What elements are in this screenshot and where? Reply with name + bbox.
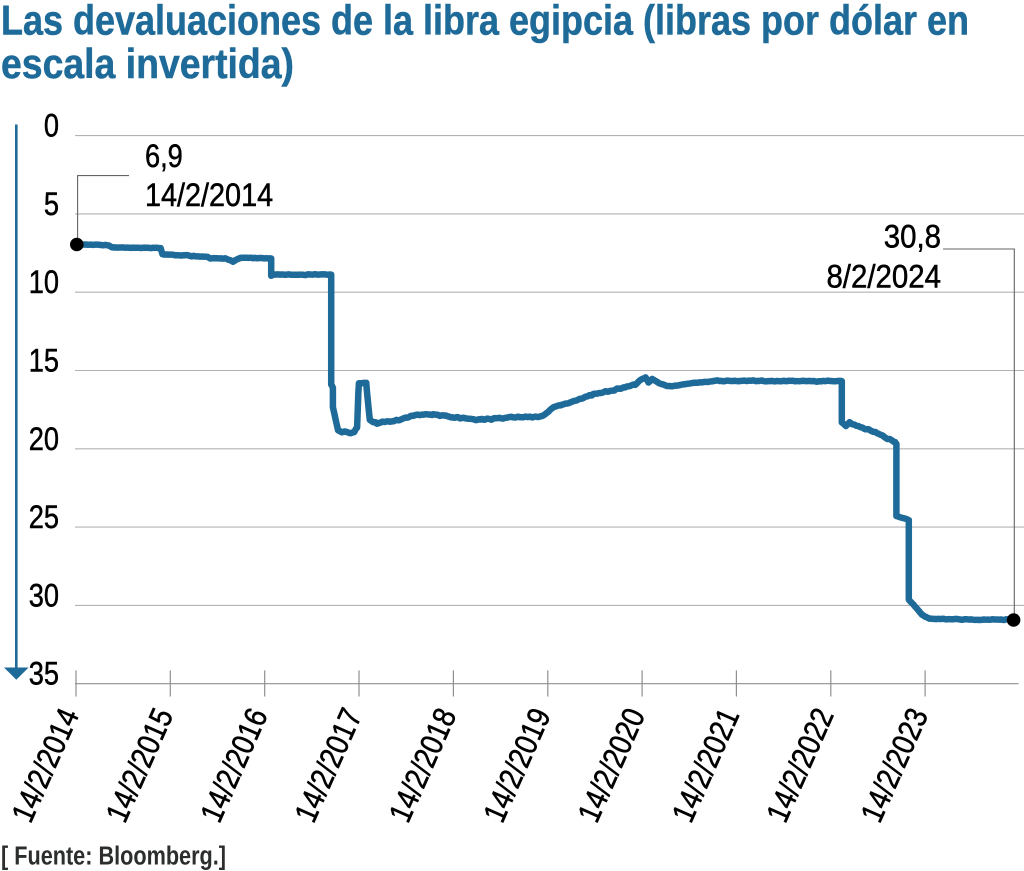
- svg-text:5: 5: [44, 187, 59, 223]
- svg-text:20: 20: [29, 422, 59, 458]
- svg-text:30: 30: [29, 578, 59, 614]
- svg-text:Las devaluaciones de la libra: Las devaluaciones de la libra egipcia (l…: [1, 0, 969, 44]
- svg-text:6,9: 6,9: [145, 139, 183, 175]
- svg-text:10: 10: [29, 265, 59, 301]
- svg-text:15: 15: [29, 343, 59, 379]
- svg-text:8/2/2024: 8/2/2024: [826, 258, 941, 294]
- svg-text:0: 0: [44, 109, 59, 145]
- svg-text:[ Fuente: Bloomberg.]: [ Fuente: Bloomberg.]: [1, 843, 226, 871]
- svg-text:30,8: 30,8: [884, 218, 941, 254]
- svg-text:35: 35: [29, 657, 59, 693]
- svg-text:escala invertida): escala invertida): [1, 40, 294, 87]
- svg-text:14/2/2014: 14/2/2014: [145, 177, 273, 213]
- svg-text:25: 25: [29, 500, 59, 536]
